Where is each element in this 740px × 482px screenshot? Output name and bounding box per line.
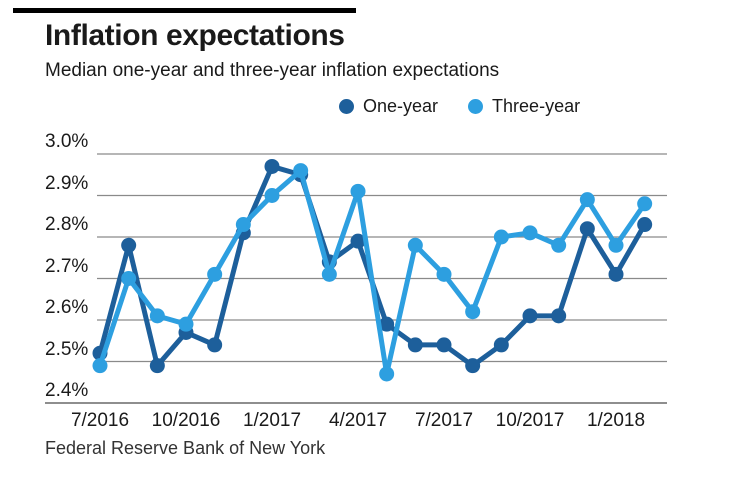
data-point-one-year xyxy=(264,158,280,174)
y-axis-tick-label: 2.7% xyxy=(45,255,89,277)
data-point-three-year xyxy=(293,163,309,179)
data-point-three-year xyxy=(235,217,251,233)
series-three-year-line xyxy=(97,168,648,377)
data-point-three-year xyxy=(149,308,165,324)
data-point-one-year xyxy=(465,358,481,374)
data-point-three-year xyxy=(178,316,194,332)
data-point-three-year xyxy=(379,366,395,382)
data-point-three-year xyxy=(579,192,595,208)
legend-item-one-year: One-year xyxy=(339,96,438,117)
data-point-three-year xyxy=(92,358,108,374)
x-axis-tick-label: 7/2016 xyxy=(70,410,130,431)
data-point-one-year xyxy=(436,337,452,353)
data-point-three-year xyxy=(493,229,509,245)
legend-dot-one-year xyxy=(339,99,354,114)
data-point-three-year xyxy=(522,225,538,241)
legend-item-three-year: Three-year xyxy=(468,96,580,117)
data-point-one-year xyxy=(379,316,395,332)
data-point-one-year xyxy=(493,337,509,353)
data-point-three-year xyxy=(465,304,481,320)
data-point-one-year xyxy=(551,308,567,324)
y-axis-tick-label: 2.6% xyxy=(45,297,89,318)
data-point-one-year xyxy=(522,308,538,324)
data-point-one-year xyxy=(350,233,366,249)
data-point-three-year xyxy=(207,266,223,282)
legend-label-one-year: One-year xyxy=(363,96,439,116)
legend-label-three-year: Three-year xyxy=(492,96,581,116)
data-point-three-year xyxy=(407,237,423,253)
data-point-three-year xyxy=(350,183,366,199)
data-point-one-year xyxy=(637,217,653,233)
x-axis-tick-label: 7/2017 xyxy=(414,410,474,431)
y-axis-tick-label: 2.8% xyxy=(45,214,89,235)
chart-legend: One-year Three-year xyxy=(339,96,580,117)
x-axis-tick-label: 1/2018 xyxy=(586,410,646,431)
data-point-three-year xyxy=(321,266,337,282)
data-point-three-year xyxy=(637,196,653,212)
data-point-three-year xyxy=(608,237,624,253)
y-axis-tick-label: 3.0% xyxy=(45,131,89,152)
x-axis-tick-label: 4/2017 xyxy=(328,410,388,431)
data-point-one-year xyxy=(407,337,423,353)
data-point-three-year xyxy=(551,237,567,253)
y-axis-tick-label: 2.4% xyxy=(45,380,89,401)
x-axis-tick-label: 10/2016 xyxy=(151,410,221,431)
top-accent-bar xyxy=(13,8,356,13)
data-point-one-year xyxy=(121,237,137,253)
data-point-three-year xyxy=(264,188,280,203)
data-point-three-year xyxy=(436,266,452,282)
source-text: Federal Reserve Bank of New York xyxy=(45,438,326,458)
x-axis-tick-label: 10/2017 xyxy=(495,410,565,431)
data-point-one-year xyxy=(579,221,595,237)
y-axis-tick-label: 2.9% xyxy=(45,172,89,194)
legend-dot-three-year xyxy=(468,99,484,114)
data-point-one-year xyxy=(207,337,223,353)
x-axis-tick-label: 1/2017 xyxy=(242,410,302,431)
data-point-three-year xyxy=(121,271,137,286)
data-point-one-year xyxy=(149,358,165,374)
page-title: Inflation expectations xyxy=(45,19,345,52)
page-subtitle: Median one-year and three-year inflation… xyxy=(45,60,500,81)
y-axis-tick-label: 2.5% xyxy=(45,338,89,360)
data-point-one-year xyxy=(608,266,624,282)
